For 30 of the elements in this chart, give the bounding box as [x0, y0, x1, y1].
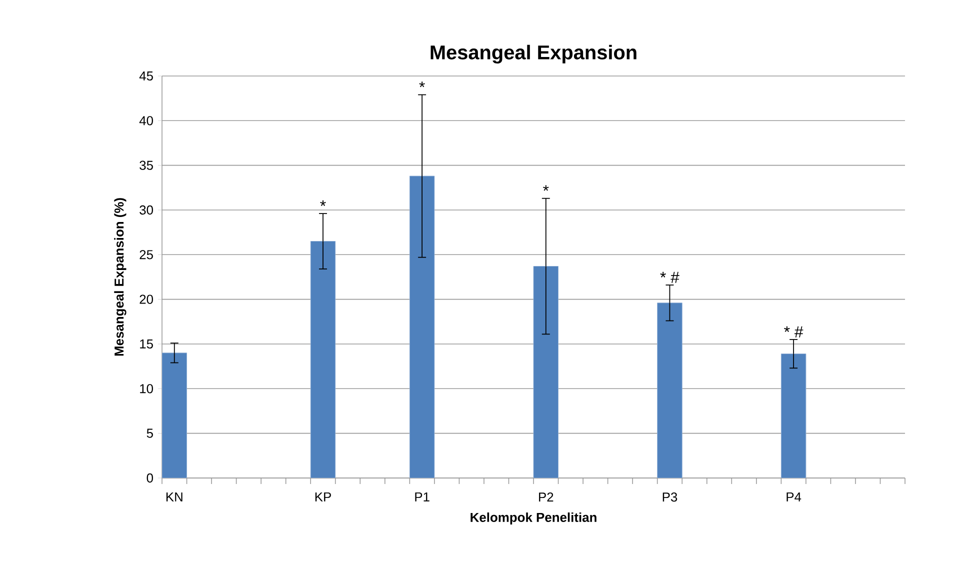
- y-tick-label: 40: [139, 116, 154, 126]
- x-tick-label: P1: [415, 492, 430, 502]
- bar: [310, 241, 336, 478]
- y-tick-label: 10: [140, 384, 154, 394]
- y-tick-label: 0: [146, 473, 154, 483]
- y-tick-label: 30: [140, 205, 154, 215]
- annotation: *: [419, 82, 425, 88]
- x-tick-label: P4: [786, 492, 802, 502]
- chart-title: Mesangeal Expansion: [430, 44, 636, 64]
- y-tick-label: 20: [140, 294, 154, 304]
- bar: [409, 176, 435, 478]
- annotation: *: [320, 200, 326, 206]
- x-tick-label: P2: [539, 492, 554, 502]
- annotation: * #: [660, 272, 680, 283]
- annotation: *: [543, 185, 549, 191]
- bar: [780, 354, 806, 478]
- x-tick-label: KN: [166, 492, 182, 502]
- y-tick-label: 25: [140, 250, 153, 260]
- y-tick-label: 5: [146, 428, 153, 438]
- y-tick-label: 35: [140, 160, 153, 170]
- bar: [533, 266, 559, 478]
- x-tick-label: P3: [662, 492, 678, 502]
- bar: [162, 352, 188, 478]
- y-axis-title: Mesangeal Expansion (%): [114, 198, 126, 356]
- y-tick-label: 45: [139, 71, 153, 80]
- bar: [657, 302, 682, 478]
- y-tick-label: 15: [140, 339, 153, 348]
- x-axis-title: Kelompok Penelitian: [470, 512, 596, 525]
- annotation: * #: [784, 326, 804, 338]
- x-tick-label: KP: [315, 492, 331, 502]
